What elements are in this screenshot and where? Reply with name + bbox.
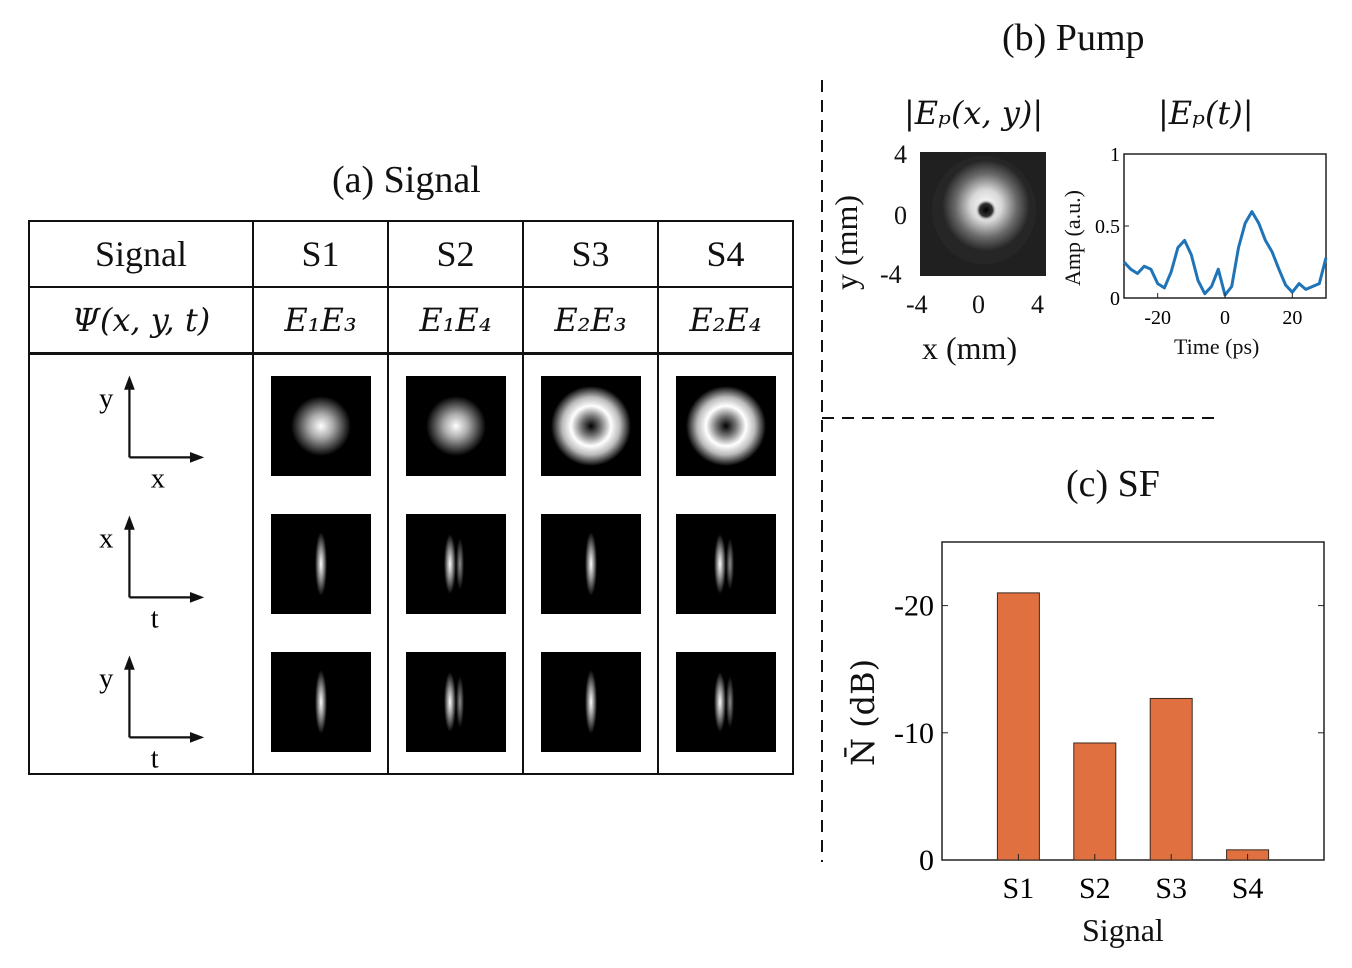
pump-spatial-title: |Eₚ(x, y)| [904, 94, 1044, 132]
pump-y-tick-mid: 0 [894, 201, 907, 230]
sf-bar-chart: S1 S2 S3 S4 -20 -10 0 [894, 541, 1325, 905]
image-stack-s4 [659, 376, 792, 752]
field-s1: E₁E₃ [252, 286, 389, 355]
pump-x-tick-right: 4 [1031, 290, 1044, 319]
signal-table: Signal S1 S2 S3 S4 Ψ(x, y, t) E₁E₃ E₁E₄ … [28, 220, 794, 775]
field-s2: E₁E₄ [387, 286, 524, 355]
pump-y-tick-bottom: -4 [880, 260, 902, 289]
table-header-row: Signal S1 S2 S3 S4 [28, 220, 794, 288]
sf-x-tick-label: S3 [1155, 872, 1187, 905]
header-signal-label: Signal [28, 220, 254, 288]
field-s4: E₂E₄ [657, 286, 794, 355]
image-stack-s3 [524, 376, 657, 752]
pump-t-ylabel: Amp (a.u.) [1060, 190, 1085, 286]
pump-amplitude-line [1122, 210, 1328, 297]
signal-thumbnail-s4-0 [675, 376, 776, 476]
table-field-row: Ψ(x, y, t) E₁E₃ E₁E₄ E₂E₃ E₂E₄ [28, 286, 794, 355]
sf-x-axis-label: Signal [1082, 912, 1164, 948]
images-s4 [657, 352, 794, 775]
psi-label: Ψ(x, y, t) [28, 286, 254, 355]
signal-thumbnail-s1-1 [270, 514, 371, 614]
signal-thumbnail-s2-1 [405, 514, 506, 614]
signal-thumbnail-s2-0 [405, 376, 506, 476]
signal-thumbnail-s3-0 [540, 376, 641, 476]
signal-thumbnail-s1-2 [270, 652, 371, 752]
signal-thumbnail-s4-1 [675, 514, 776, 614]
sf-y-tick-label: -20 [894, 590, 934, 623]
axis-glyph-1: xt [99, 515, 205, 633]
header-s2: S2 [387, 220, 524, 288]
pump-x-tick-label: 20 [1282, 307, 1302, 329]
panel-a-title: (a) Signal [332, 159, 481, 201]
pump-x-tick-label: -20 [1144, 307, 1171, 329]
field-s3: E₂E₃ [522, 286, 659, 355]
pump-temporal-plot: -20 0 20 1 0.5 0 [1095, 148, 1328, 329]
axis-glyph-2: yt [99, 655, 205, 773]
sf-y-axis-label: N̄ (dB) [844, 658, 882, 766]
sf-y-tick-label: 0 [919, 844, 934, 877]
axis-glyph-vertical-label: y [99, 384, 114, 415]
sf-bar-s2 [1073, 742, 1117, 861]
pump-x-tick-left: -4 [906, 290, 928, 319]
pump-y-tick-label: 1 [1110, 148, 1120, 166]
signal-thumbnail-s2-2 [405, 652, 506, 752]
images-s2 [387, 352, 524, 775]
header-s4: S4 [657, 220, 794, 288]
header-s3: S3 [522, 220, 659, 288]
signal-thumbnail-s1-0 [270, 376, 371, 476]
image-stack-s1 [254, 376, 387, 752]
sf-y-tick-label: -10 [894, 717, 934, 750]
pump-spatial-image [920, 152, 1046, 276]
images-s3 [522, 352, 659, 775]
sf-x-tick-label: S2 [1079, 872, 1111, 905]
axis-glyph-horizontal-label: t [151, 744, 159, 773]
panel-c-title: (c) SF [1066, 463, 1160, 505]
panel-b-title: (b) Pump [1002, 17, 1145, 59]
signal-thumbnail-s3-2 [540, 652, 641, 752]
axis-glyph-horizontal-label: t [151, 604, 159, 633]
axis-glyph-vertical-label: x [99, 524, 113, 555]
pump-x-tick-label: 0 [1220, 307, 1230, 329]
axis-glyph-0: yx [99, 375, 205, 493]
axis-glyph-horizontal-label: x [151, 464, 165, 493]
pump-x-axis-label: x (mm) [922, 330, 1018, 366]
signal-thumbnail-s3-1 [540, 514, 641, 614]
pump-y-tick-top: 4 [894, 140, 907, 169]
sf-plot-frame [941, 541, 1325, 861]
image-stack-s2 [389, 376, 522, 752]
pump-y-axis-label: y (mm) [828, 194, 864, 290]
pump-x-tick-mid: 0 [972, 290, 985, 319]
sf-bar-s1 [996, 592, 1040, 861]
header-s1: S1 [252, 220, 389, 288]
sf-x-tick-label: S4 [1232, 872, 1264, 905]
sf-bar-s3 [1149, 697, 1193, 861]
pump-t-xlabel: Time (ps) [1174, 334, 1260, 359]
signal-thumbnail-s4-2 [675, 652, 776, 752]
pump-y-tick-label: 0.5 [1095, 216, 1120, 238]
sf-x-tick-label: S1 [1003, 872, 1035, 905]
axis-glyph-vertical-label: y [99, 664, 114, 695]
pump-y-tick-label: 0 [1110, 288, 1120, 310]
pump-temporal-title: |Eₚ(t)| [1158, 94, 1254, 132]
images-s1 [252, 352, 389, 775]
